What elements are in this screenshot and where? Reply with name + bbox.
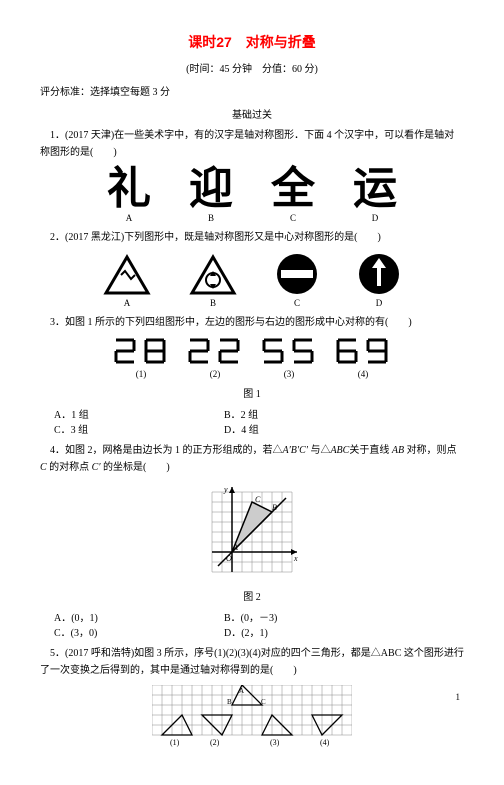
q1-ld: D	[372, 213, 379, 223]
q2-sign-d	[357, 252, 401, 296]
q4-image: O x y C B A	[40, 482, 464, 582]
q1-images: 礼A 迎B 全C 运D	[40, 167, 464, 223]
q4-cd: D．(2，1)	[224, 624, 394, 639]
svg-text:C: C	[261, 698, 266, 706]
svg-text:O: O	[226, 554, 232, 563]
q4-ca: A．(0，1)	[54, 609, 224, 624]
svg-text:A: A	[239, 687, 244, 695]
question-2: 2．(2017 黑龙江)下列图形中，既是轴对称图形又是中心对称图形的是( )	[40, 229, 464, 246]
q1-char-d: 运	[353, 167, 397, 211]
question-1: 1．(2017 天津)在一些美术字中，有的汉字是轴对称图形．下面 4 个汉字中，…	[40, 127, 464, 161]
svg-text:y: y	[223, 485, 228, 494]
q1-char-c: 全	[271, 167, 315, 211]
q3-choices: A．1 组 B．2 组 C．3 组 D．4 组	[54, 406, 464, 436]
q4-fig-label: 图 2	[40, 588, 464, 603]
q4-grid: O x y C B A	[202, 482, 302, 582]
q4-cc: C．(3，0)	[54, 624, 224, 639]
q1-lc: C	[290, 213, 296, 223]
q3-cb: B．2 组	[224, 406, 394, 421]
q3-cd: D．4 组	[224, 421, 394, 436]
q3-digits-2	[187, 337, 243, 367]
q3-digits-3	[261, 337, 317, 367]
q5-image: AB C (1) (2) (3) (4)	[40, 685, 464, 747]
subtitle: (时间：45 分钟 分值：60 分)	[40, 60, 464, 75]
question-3: 3．如图 1 所示的下列四组图形中，左边的图形与右边的图形成中心对称的有( )	[40, 314, 464, 331]
svg-text:B: B	[272, 503, 277, 512]
q2-sign-a	[103, 254, 151, 296]
q1-la: A	[126, 213, 133, 223]
q1-char-a: 礼	[107, 167, 151, 211]
svg-text:(1): (1)	[170, 738, 180, 747]
q5-grid: AB C (1) (2) (3) (4)	[152, 685, 352, 747]
q2-lb: B	[210, 298, 216, 308]
q2-la: A	[124, 298, 131, 308]
q2-images: A B C D	[40, 252, 464, 308]
q4-cb: B．(0，－3)	[224, 609, 394, 624]
q3-images: (1) (2) (3) (4)	[40, 337, 464, 379]
svg-text:(3): (3)	[270, 738, 280, 747]
q3-l3: (3)	[284, 369, 295, 379]
section-header: 基础过关	[40, 106, 464, 121]
q2-sign-c	[275, 252, 319, 296]
q2-ld: D	[376, 298, 383, 308]
q1-char-b: 迎	[189, 167, 233, 211]
page-title: 课时27 对称与折叠	[40, 32, 464, 52]
q3-l2: (2)	[210, 369, 221, 379]
question-4: 4．如图 2，网格是由边长为 1 的正方形组成的，若△A′B′C′ 与△ABC关…	[40, 442, 464, 476]
page-number: 1	[456, 692, 461, 702]
svg-text:B: B	[227, 698, 232, 706]
svg-text:(4): (4)	[320, 738, 330, 747]
q3-cc: C．3 组	[54, 421, 224, 436]
q3-digits-4	[335, 337, 391, 367]
q3-ca: A．1 组	[54, 406, 224, 421]
q1-lb: B	[208, 213, 214, 223]
q3-digits-1	[113, 337, 169, 367]
q3-fig-label: 图 1	[40, 385, 464, 400]
svg-text:A: A	[232, 543, 238, 552]
q2-lc: C	[294, 298, 300, 308]
q2-sign-b	[189, 254, 237, 296]
q4-choices: A．(0，1) B．(0，－3) C．(3，0) D．(2，1)	[54, 609, 464, 639]
question-5: 5．(2017 呼和浩特)如图 3 所示，序号(1)(2)(3)(4)对应的四个…	[40, 645, 464, 679]
svg-text:(2): (2)	[210, 738, 220, 747]
q3-l4: (4)	[358, 369, 369, 379]
q3-l1: (1)	[136, 369, 147, 379]
criteria: 评分标准：选择填空每题 3 分	[40, 83, 464, 98]
svg-text:C: C	[255, 495, 261, 504]
svg-text:x: x	[293, 554, 298, 563]
